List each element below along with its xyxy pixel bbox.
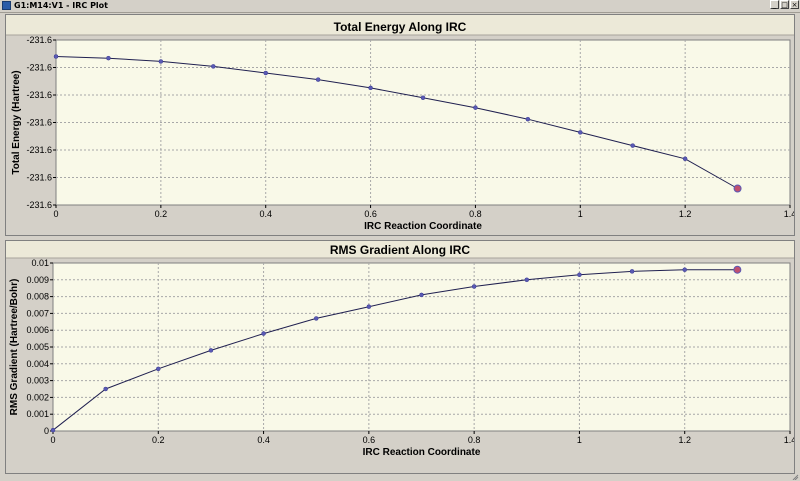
plot-area: [55, 39, 791, 206]
data-point: [313, 316, 319, 321]
data-point: [103, 386, 108, 392]
x-tick-label: 1.4: [784, 209, 794, 219]
data-point: [577, 272, 582, 278]
series-line: [52, 269, 738, 431]
x-tick-label: 0.6: [363, 435, 376, 445]
x-tick-label: 0: [50, 435, 55, 445]
chart-title: Total Energy Along IRC: [334, 20, 467, 34]
x-tick-label: 0.2: [155, 209, 168, 219]
data-point: [315, 77, 321, 82]
x-tick-label: 0.2: [152, 435, 165, 445]
data-point: [630, 143, 635, 148]
energy-chart: Total Energy Along IRC 0 0.2 0.4 0.6 0.8 1 1.2 1…: [6, 15, 796, 232]
gradient-chart-panel: RMS Gradient Along IRC 0 0.2 0.4 0.6 0.8 1 1.2 1…: [5, 240, 796, 474]
x-tick-label: 0.8: [469, 209, 482, 219]
data-point: [50, 427, 56, 433]
y-tick-label: 0.008: [26, 292, 49, 302]
y-axis-label: RMS Gradient (Hartree/Bohr): [9, 279, 20, 416]
y-tick-label: 0.004: [26, 359, 49, 369]
data-point: [471, 284, 477, 289]
data-point: [208, 348, 214, 353]
data-point: [473, 105, 478, 110]
minimize-button[interactable]: _: [770, 0, 779, 9]
data-point: [629, 269, 635, 274]
x-tick-label: 1: [577, 435, 582, 445]
data-point: [368, 85, 373, 91]
window-titlebar: G1:M14:V1 - IRC Plot _ □ ×: [0, 0, 800, 13]
y-tick-label: -231.6: [26, 173, 52, 183]
y-tick-label: 0: [44, 426, 49, 436]
highlighted-data-point: [733, 265, 742, 274]
series-line: [55, 56, 738, 189]
data-point: [524, 277, 530, 283]
data-point: [525, 116, 531, 122]
data-point: [682, 156, 688, 162]
data-point: [106, 55, 111, 61]
gradient-chart: RMS Gradient Along IRC 0 0.2 0.4 0.6 0.8 1 1.2 1…: [6, 241, 796, 458]
maximize-button[interactable]: □: [780, 0, 789, 9]
data-point: [420, 95, 426, 100]
y-axis-label: Total Energy (Hartree): [11, 70, 22, 174]
data-point: [158, 59, 164, 64]
x-tick-label: 1.4: [784, 435, 794, 445]
y-tick-label: 0.003: [26, 376, 49, 386]
x-tick-label: 1: [578, 209, 583, 219]
data-point: [366, 304, 372, 309]
y-tick-label: -231.6: [26, 200, 52, 210]
x-tick-label: 0.6: [364, 209, 377, 219]
data-point: [578, 130, 583, 135]
data-point: [211, 64, 216, 69]
data-point: [263, 70, 268, 76]
y-tick-label: 0.01: [31, 258, 49, 268]
resize-grip-icon[interactable]: [789, 474, 799, 480]
y-tick-label: 0.001: [26, 409, 49, 419]
window-title: G1:M14:V1 - IRC Plot: [14, 1, 108, 10]
y-tick-label: -231.6: [26, 35, 52, 45]
x-tick-label: 0: [53, 209, 58, 219]
y-tick-label: 0.005: [26, 342, 49, 352]
x-axis-label: IRC Reaction Coordinate: [364, 221, 482, 232]
chart-header-band: [6, 241, 794, 258]
y-tick-label: -231.6: [26, 145, 52, 155]
app-icon: [2, 1, 11, 10]
data-point: [156, 366, 161, 372]
y-tick-label: -231.6: [26, 90, 52, 100]
y-tick-label: 0.006: [26, 325, 49, 335]
x-tick-label: 1.2: [679, 209, 692, 219]
y-tick-label: 0.009: [26, 275, 49, 285]
x-axis-label: IRC Reaction Coordinate: [363, 447, 481, 458]
x-tick-label: 0.4: [259, 209, 272, 219]
data-point: [419, 292, 424, 298]
energy-chart-panel: Total Energy Along IRC 0 0.2 0.4 0.6 0.8 1 1.2 1…: [5, 14, 796, 236]
close-button[interactable]: ×: [790, 0, 799, 9]
chart-header-band: [6, 15, 794, 35]
chart-title: RMS Gradient Along IRC: [330, 243, 471, 257]
y-tick-label: 0.007: [26, 308, 49, 318]
data-point: [53, 54, 59, 59]
highlighted-data-point: [733, 184, 742, 193]
data-point: [261, 331, 266, 336]
x-tick-label: 1.2: [678, 435, 691, 445]
x-tick-label: 0.8: [468, 435, 481, 445]
y-tick-label: -231.6: [26, 63, 52, 73]
x-tick-label: 0.4: [257, 435, 270, 445]
y-tick-label: 0.002: [26, 392, 49, 402]
y-tick-label: -231.6: [26, 118, 52, 128]
data-point: [682, 267, 687, 272]
